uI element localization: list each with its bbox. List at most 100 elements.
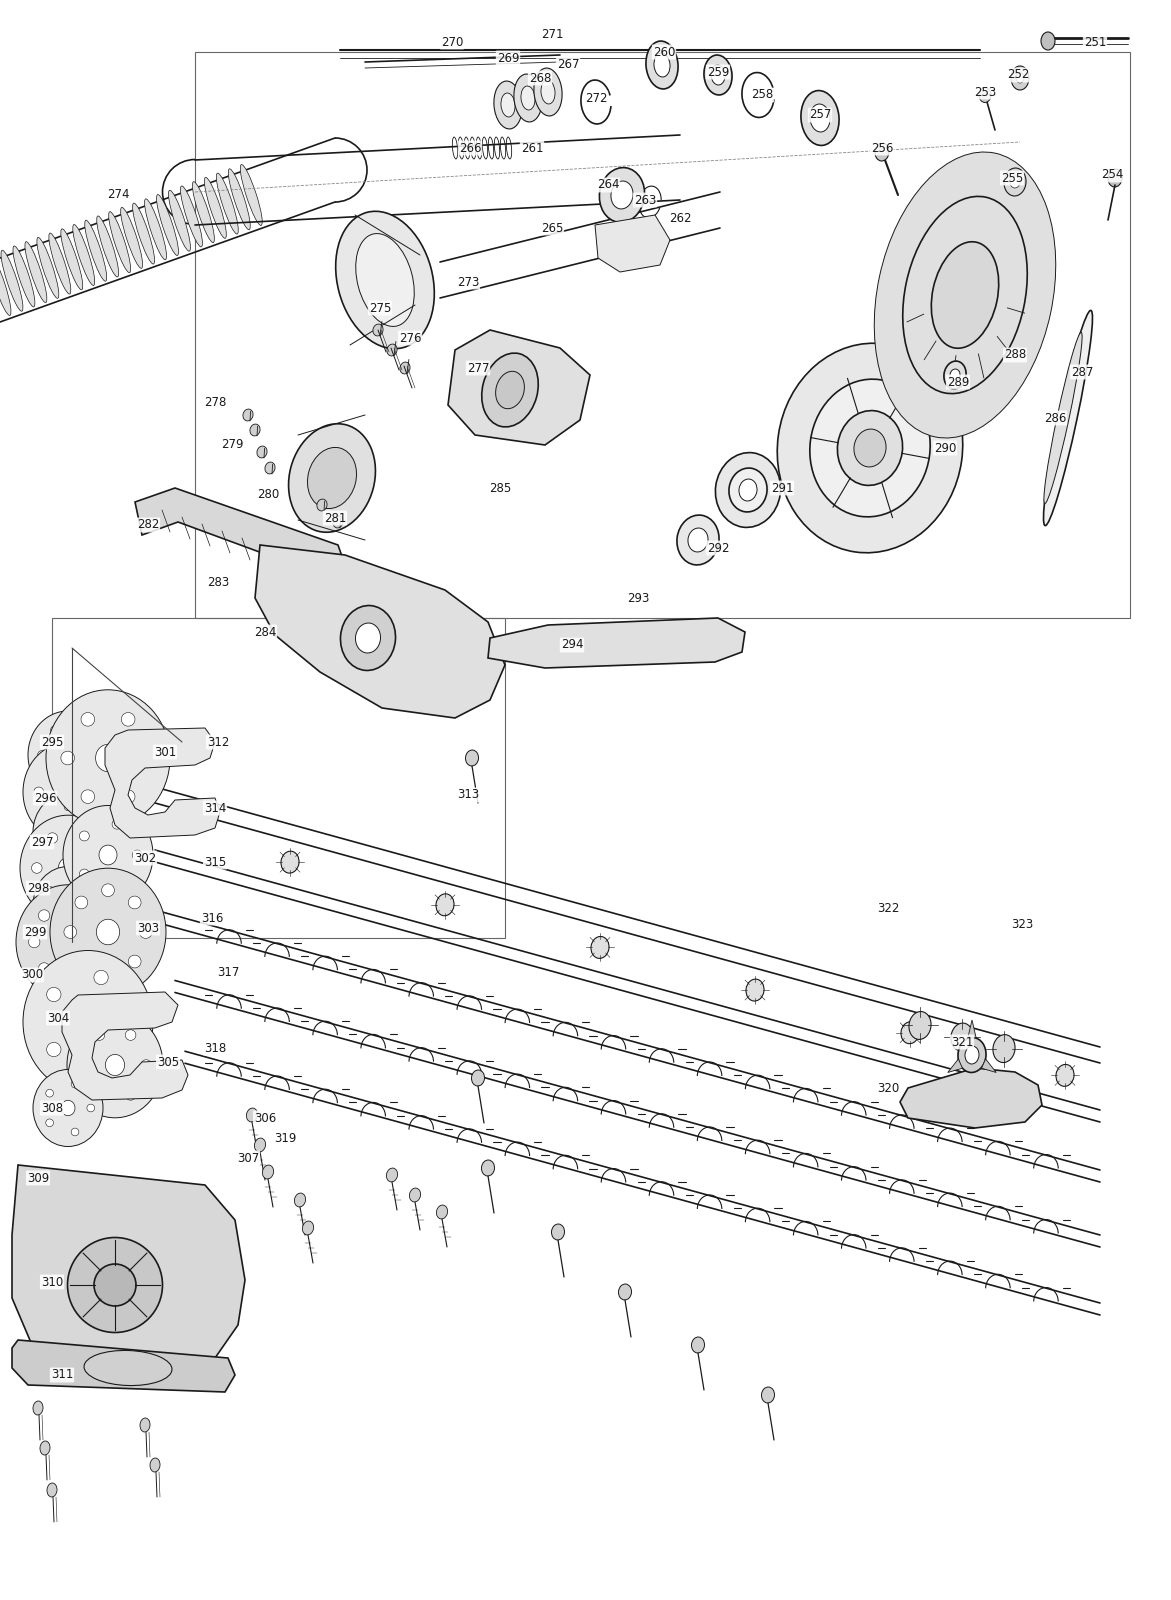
Text: 314: 314	[204, 802, 226, 814]
Ellipse shape	[810, 104, 830, 131]
Ellipse shape	[875, 142, 889, 162]
Text: 253: 253	[974, 85, 997, 99]
Ellipse shape	[87, 901, 95, 909]
Ellipse shape	[49, 234, 70, 294]
Ellipse shape	[132, 203, 155, 264]
Ellipse shape	[13, 246, 35, 307]
Text: 288: 288	[1004, 349, 1026, 362]
Ellipse shape	[90, 750, 98, 760]
Ellipse shape	[728, 469, 767, 512]
Ellipse shape	[50, 776, 60, 784]
Text: 318: 318	[204, 1042, 226, 1054]
Ellipse shape	[1108, 170, 1122, 187]
Ellipse shape	[94, 970, 108, 984]
Ellipse shape	[436, 894, 454, 915]
Text: 313: 313	[457, 789, 479, 802]
Ellipse shape	[481, 1160, 494, 1176]
Polygon shape	[12, 1165, 245, 1374]
Text: 261: 261	[521, 141, 543, 155]
Text: 282: 282	[137, 518, 159, 531]
Ellipse shape	[78, 832, 89, 843]
Ellipse shape	[205, 178, 226, 238]
Ellipse shape	[59, 858, 77, 878]
Ellipse shape	[64, 926, 76, 938]
Ellipse shape	[41, 829, 49, 835]
Ellipse shape	[47, 1483, 57, 1498]
Text: 277: 277	[467, 362, 489, 374]
Ellipse shape	[1004, 168, 1026, 195]
Ellipse shape	[256, 446, 267, 458]
Ellipse shape	[1016, 74, 1023, 83]
Text: 311: 311	[50, 1368, 73, 1381]
Polygon shape	[947, 1059, 963, 1072]
Text: 255: 255	[1001, 171, 1023, 184]
Ellipse shape	[801, 91, 840, 146]
Ellipse shape	[47, 893, 57, 904]
Ellipse shape	[979, 88, 991, 102]
Text: 257: 257	[809, 109, 831, 122]
Ellipse shape	[23, 950, 153, 1093]
Ellipse shape	[47, 1042, 61, 1056]
Ellipse shape	[611, 181, 634, 210]
Ellipse shape	[481, 354, 539, 427]
Ellipse shape	[34, 787, 43, 797]
Ellipse shape	[63, 805, 153, 904]
Ellipse shape	[372, 325, 383, 336]
Ellipse shape	[541, 80, 555, 104]
Ellipse shape	[909, 1011, 931, 1040]
Ellipse shape	[410, 1189, 420, 1202]
Ellipse shape	[944, 362, 966, 389]
Ellipse shape	[333, 517, 343, 528]
Ellipse shape	[71, 1080, 78, 1088]
Ellipse shape	[94, 862, 104, 874]
Polygon shape	[135, 488, 345, 578]
Ellipse shape	[94, 1030, 104, 1040]
Text: 285: 285	[488, 482, 511, 494]
Ellipse shape	[501, 93, 515, 117]
Ellipse shape	[112, 882, 122, 891]
Ellipse shape	[129, 955, 141, 968]
Text: 265: 265	[541, 221, 563, 235]
Ellipse shape	[109, 211, 131, 272]
Text: 320: 320	[877, 1082, 899, 1094]
Text: 307: 307	[237, 1152, 259, 1165]
Ellipse shape	[534, 69, 562, 115]
Ellipse shape	[246, 1109, 258, 1122]
Ellipse shape	[687, 528, 708, 552]
Text: 269: 269	[497, 51, 519, 64]
Ellipse shape	[281, 851, 299, 874]
Text: 295: 295	[41, 736, 63, 749]
Ellipse shape	[1041, 32, 1055, 50]
Text: 310: 310	[41, 1275, 63, 1288]
Text: 317: 317	[217, 965, 239, 979]
Text: 300: 300	[21, 968, 43, 981]
Text: 304: 304	[47, 1011, 69, 1024]
Ellipse shape	[121, 208, 143, 269]
Ellipse shape	[36, 237, 59, 298]
Ellipse shape	[39, 963, 50, 974]
Ellipse shape	[356, 234, 415, 326]
Ellipse shape	[294, 1194, 306, 1206]
Ellipse shape	[711, 66, 725, 85]
Polygon shape	[448, 330, 590, 445]
Ellipse shape	[761, 1387, 774, 1403]
Ellipse shape	[50, 726, 60, 734]
Text: 316: 316	[200, 912, 224, 925]
Text: 322: 322	[877, 901, 899, 915]
Ellipse shape	[1, 250, 23, 310]
Text: 266: 266	[459, 141, 481, 155]
Ellipse shape	[47, 987, 61, 1002]
Text: 323: 323	[1011, 918, 1033, 931]
Ellipse shape	[1011, 176, 1020, 187]
Ellipse shape	[80, 869, 89, 878]
Ellipse shape	[217, 173, 238, 234]
Ellipse shape	[40, 1442, 50, 1454]
Ellipse shape	[249, 424, 260, 435]
Text: 271: 271	[541, 29, 563, 42]
Ellipse shape	[50, 869, 166, 995]
Ellipse shape	[67, 1013, 163, 1118]
Ellipse shape	[97, 216, 118, 277]
Ellipse shape	[48, 814, 59, 826]
Text: 259: 259	[707, 66, 730, 78]
Ellipse shape	[692, 1338, 705, 1354]
